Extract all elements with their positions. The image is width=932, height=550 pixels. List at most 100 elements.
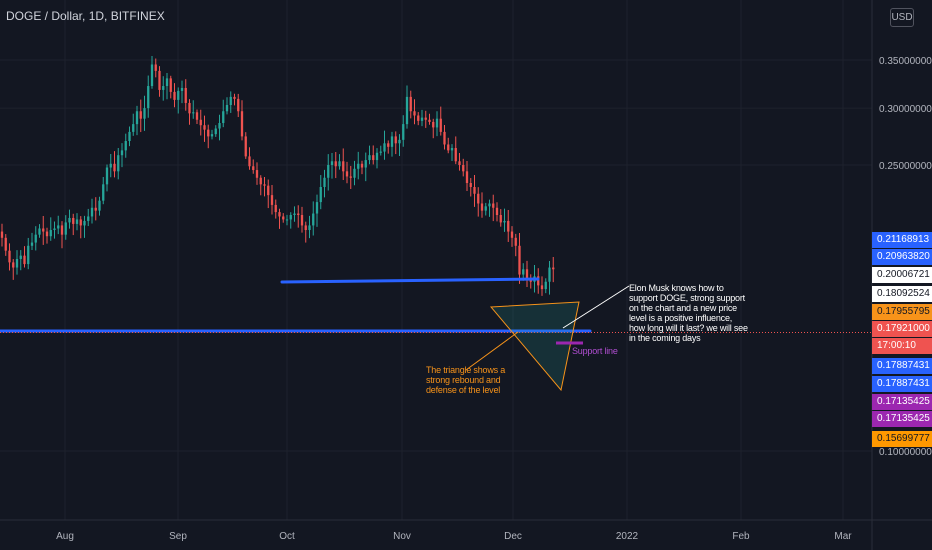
candle xyxy=(424,110,427,128)
triangle-pattern[interactable] xyxy=(489,301,580,392)
candle xyxy=(120,143,124,168)
price-badge: 0.20006721 xyxy=(872,267,932,283)
price-badge: 0.21168913 xyxy=(872,232,932,248)
candle xyxy=(109,153,112,178)
candle xyxy=(173,83,176,108)
candle xyxy=(278,208,281,229)
candle xyxy=(297,205,300,228)
candle xyxy=(525,260,529,287)
price-badge: 0.17921000 xyxy=(872,321,932,337)
candle xyxy=(435,111,439,137)
candle xyxy=(113,151,116,178)
candle xyxy=(259,175,262,196)
candle xyxy=(64,215,67,240)
candle xyxy=(222,99,225,128)
candle xyxy=(158,66,161,97)
candle xyxy=(192,100,195,119)
candle xyxy=(552,256,555,283)
candle xyxy=(105,164,109,192)
candle xyxy=(540,276,544,296)
candle xyxy=(338,154,341,170)
candle xyxy=(225,97,229,115)
price-badge: 0.15699777 xyxy=(872,431,932,447)
candle xyxy=(30,232,34,251)
triangle-callout-line xyxy=(465,331,519,371)
candle xyxy=(383,130,386,160)
candle xyxy=(177,87,180,114)
candle xyxy=(90,198,94,224)
support-line-label[interactable]: Support line xyxy=(572,346,618,356)
candle xyxy=(128,126,131,147)
candle xyxy=(387,140,390,154)
triangle-annotation[interactable]: The triangle shows a strong rebound and … xyxy=(426,365,506,395)
candle xyxy=(188,99,191,125)
candle xyxy=(417,112,420,126)
candle xyxy=(304,221,307,243)
candle xyxy=(117,147,120,180)
y-tick-label: 0.30000000 xyxy=(879,104,932,115)
candle xyxy=(507,209,510,242)
price-badge: 0.17135425 xyxy=(872,411,932,427)
candle xyxy=(263,176,266,197)
candle xyxy=(334,151,337,179)
x-tick-label: Oct xyxy=(279,531,295,542)
candle xyxy=(473,175,476,207)
candle xyxy=(495,202,499,222)
candle xyxy=(8,243,11,271)
candle xyxy=(454,136,457,165)
x-tick-label: Nov xyxy=(393,531,411,542)
candle xyxy=(503,208,506,232)
candle xyxy=(529,274,532,289)
candle xyxy=(233,93,236,106)
candle xyxy=(42,215,45,245)
candle xyxy=(312,201,315,236)
x-tick-label: Aug xyxy=(56,531,74,542)
price-badge: 0.18092524 xyxy=(872,286,932,302)
candle xyxy=(207,124,210,149)
candle xyxy=(199,109,202,136)
x-tick-label: Dec xyxy=(504,531,522,542)
price-badge: 0.17955795 xyxy=(872,304,932,320)
candle xyxy=(353,160,356,186)
candle xyxy=(368,145,371,165)
candle xyxy=(480,192,484,218)
candle xyxy=(462,158,465,177)
candle xyxy=(544,278,547,294)
candle xyxy=(184,79,187,111)
currency-button[interactable]: USD xyxy=(890,8,914,27)
elon-annotation[interactable]: Elon Musk knows how to support DOGE, str… xyxy=(629,283,748,343)
price-badge: 17:00:10 xyxy=(872,338,932,354)
candle xyxy=(484,202,487,216)
candle xyxy=(394,131,397,155)
candle xyxy=(79,216,82,239)
candle xyxy=(218,114,221,141)
candle xyxy=(372,145,375,165)
candle xyxy=(300,206,304,233)
candle xyxy=(518,233,521,284)
upper-resistance-line[interactable] xyxy=(280,277,540,284)
candle xyxy=(154,58,157,78)
candle xyxy=(469,178,472,197)
candle xyxy=(405,85,409,129)
candle xyxy=(135,105,139,136)
candle xyxy=(402,115,405,147)
candle xyxy=(428,113,431,125)
candle xyxy=(327,154,330,191)
candle xyxy=(57,215,60,235)
candle xyxy=(255,162,259,185)
candle xyxy=(139,99,142,133)
candle xyxy=(38,224,41,238)
candle xyxy=(345,161,349,184)
candle xyxy=(143,95,146,131)
candle xyxy=(60,221,64,249)
candle xyxy=(72,213,75,236)
candle xyxy=(488,199,491,217)
candle xyxy=(27,237,30,270)
candle xyxy=(150,56,154,89)
candle xyxy=(124,133,127,158)
candle xyxy=(147,75,150,118)
candle xyxy=(432,118,435,139)
candle xyxy=(447,137,450,154)
candle xyxy=(68,209,71,229)
